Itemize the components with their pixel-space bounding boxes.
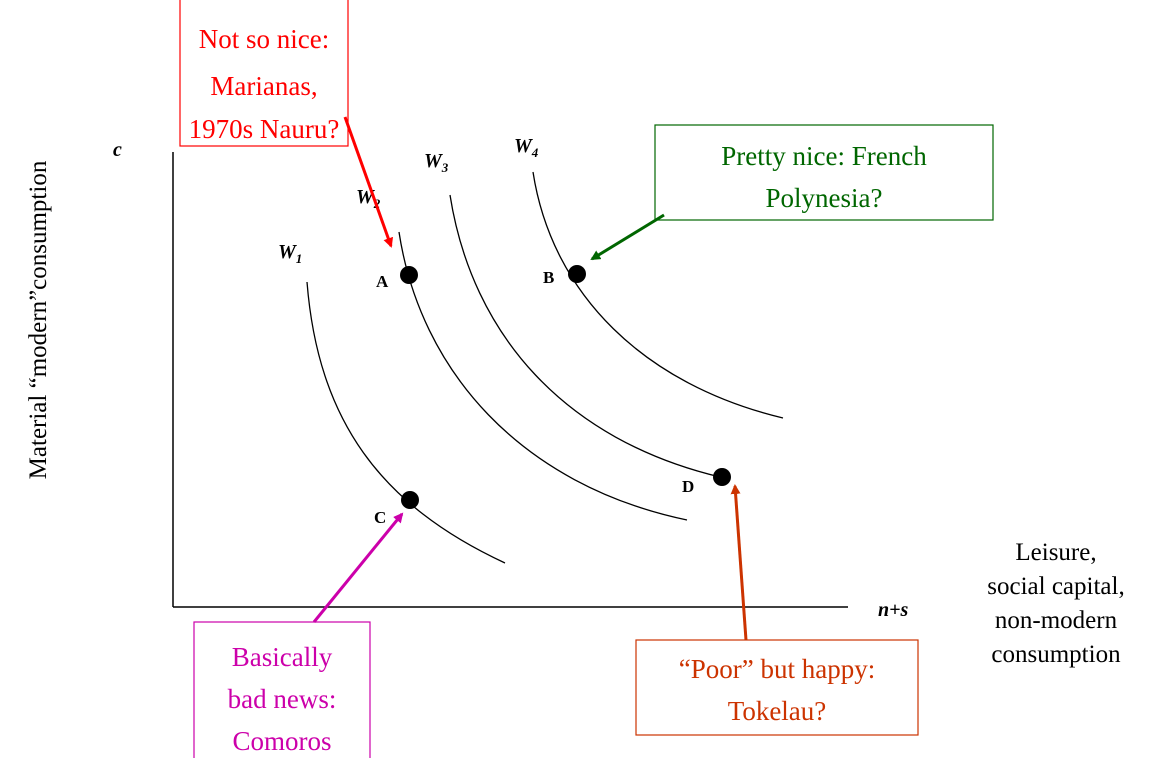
curve-subscript: 1 (296, 251, 303, 266)
curve-name: W (424, 150, 443, 172)
callout-text: Not so nice: Marianas, 1970s Nauru? (189, 24, 340, 144)
callout-text: Basically bad news: Comoros (228, 642, 337, 756)
callout-text: Pretty nice: French Polynesia? (721, 141, 927, 213)
curve (398, 231, 688, 521)
point-label: C (374, 508, 386, 527)
curve-label: W3 (424, 150, 449, 175)
point (401, 491, 419, 509)
point (713, 468, 731, 486)
callout-line: “Poor” but happy: (679, 654, 875, 684)
x-label: Leisure, social capital, non-modern cons… (987, 539, 1124, 668)
callout-box (654, 124, 994, 221)
curve-name: W (514, 135, 533, 157)
curve (449, 194, 721, 478)
x-label-line: non-modern (995, 607, 1118, 634)
y-label: Material “modern”consumption (25, 160, 52, 479)
x-label-line: Leisure, (1015, 539, 1096, 566)
x-label-line: social capital, (987, 573, 1124, 600)
callout-box (193, 621, 371, 758)
curve-label: W4 (514, 135, 539, 160)
y-symbol: c (113, 139, 122, 161)
callout-line: Basically (232, 642, 333, 672)
x-symbol: n+s (878, 599, 909, 621)
point-label: B (543, 268, 554, 287)
callout-line: Pretty nice: French (721, 141, 927, 171)
callout-line: Comoros (232, 726, 331, 756)
curve-name: W (278, 241, 297, 263)
callout-line: Tokelau? (728, 696, 827, 726)
callout-line: Not so nice: (199, 24, 329, 54)
callout-line: 1970s Nauru? (189, 114, 340, 144)
callout-text: “Poor” but happy: Tokelau? (679, 654, 875, 726)
x-label-line: consumption (991, 641, 1121, 668)
callout-box (635, 639, 919, 736)
arrow (343, 116, 394, 248)
callout-line: Marianas, (210, 71, 317, 101)
callout-line: bad news: (228, 684, 337, 714)
arrow (730, 484, 748, 641)
point (400, 266, 418, 284)
curve-subscript: 3 (441, 160, 449, 175)
curve-label: W1 (278, 241, 302, 266)
arrow (590, 213, 665, 261)
curve (306, 281, 506, 564)
point-label: A (376, 272, 389, 291)
point-label: D (682, 477, 694, 496)
curve-subscript: 4 (531, 145, 539, 160)
point (568, 265, 586, 283)
curve (532, 171, 784, 419)
callout-line: Polynesia? (766, 183, 883, 213)
arrow (312, 512, 404, 623)
callout-box (179, 0, 349, 147)
